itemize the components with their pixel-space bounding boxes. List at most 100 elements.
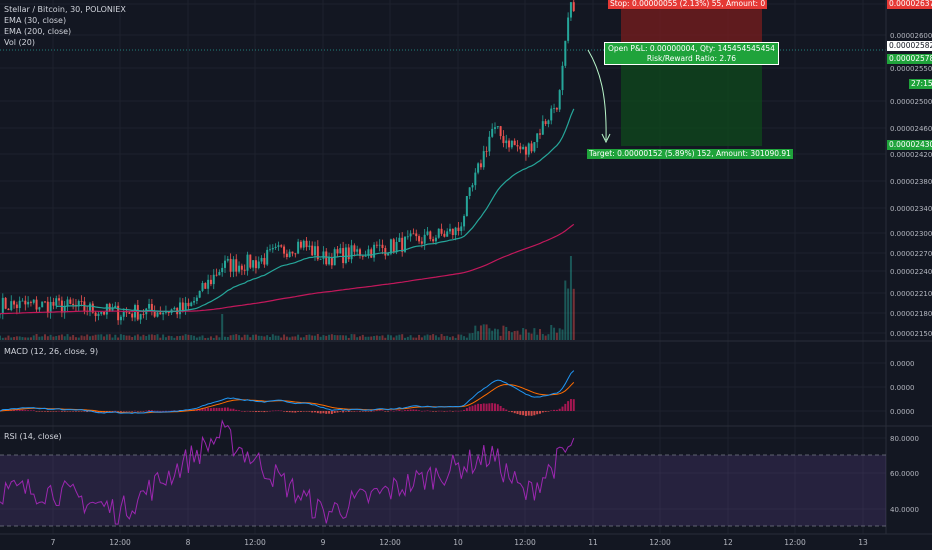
candle-body[interactable] xyxy=(513,140,516,146)
candle-body[interactable] xyxy=(505,140,508,144)
candle-body[interactable] xyxy=(136,305,139,320)
candle-body[interactable] xyxy=(409,233,412,237)
candle-body[interactable] xyxy=(367,249,370,256)
candle-body[interactable] xyxy=(201,283,204,291)
candle-body[interactable] xyxy=(252,260,255,268)
candle-body[interactable] xyxy=(150,303,153,311)
candle-body[interactable] xyxy=(226,258,229,261)
candle-body[interactable] xyxy=(370,249,373,258)
candle-body[interactable] xyxy=(204,283,207,289)
candle-body[interactable] xyxy=(274,246,277,248)
candle-body[interactable] xyxy=(184,302,187,311)
candle-body[interactable] xyxy=(311,245,314,256)
candle-body[interactable] xyxy=(122,311,125,317)
candle-body[interactable] xyxy=(434,237,437,242)
candlesticks[interactable] xyxy=(0,0,575,325)
candle-body[interactable] xyxy=(173,307,176,310)
candle-body[interactable] xyxy=(221,267,224,273)
candle-body[interactable] xyxy=(482,151,485,168)
candle-body[interactable] xyxy=(257,261,260,269)
candle-body[interactable] xyxy=(457,227,460,232)
candle-body[interactable] xyxy=(156,312,159,317)
candle-body[interactable] xyxy=(207,279,210,289)
candle-body[interactable] xyxy=(283,246,286,254)
candle-body[interactable] xyxy=(164,311,167,313)
candle-body[interactable] xyxy=(44,301,46,303)
candle-body[interactable] xyxy=(103,311,106,315)
candle-body[interactable] xyxy=(454,227,457,236)
candle-body[interactable] xyxy=(446,231,449,237)
macd-axis[interactable]: 0.0000 0.0000 0.0000 xyxy=(890,360,915,416)
candle-body[interactable] xyxy=(128,312,131,314)
candle-body[interactable] xyxy=(277,245,280,247)
candle-body[interactable] xyxy=(350,245,353,260)
candle-body[interactable] xyxy=(294,253,297,255)
vol-legend[interactable]: Vol (20) xyxy=(4,38,35,47)
candle-body[interactable] xyxy=(58,298,61,301)
candle-body[interactable] xyxy=(533,142,536,152)
candle-body[interactable] xyxy=(553,108,556,109)
candle-body[interactable] xyxy=(179,302,181,315)
candle-body[interactable] xyxy=(561,65,564,91)
candle-body[interactable] xyxy=(240,265,243,270)
candle-body[interactable] xyxy=(364,255,367,257)
candle-body[interactable] xyxy=(432,239,435,242)
candle-body[interactable] xyxy=(52,301,55,306)
candle-body[interactable] xyxy=(97,313,100,316)
candle-body[interactable] xyxy=(193,301,196,303)
candle-body[interactable] xyxy=(238,265,241,272)
candle-body[interactable] xyxy=(13,301,16,305)
candle-body[interactable] xyxy=(353,245,356,252)
target-zone[interactable] xyxy=(621,50,762,146)
candle-body[interactable] xyxy=(541,121,544,135)
candle-body[interactable] xyxy=(415,233,418,237)
candle-body[interactable] xyxy=(451,228,454,236)
candle-body[interactable] xyxy=(536,133,539,143)
candle-body[interactable] xyxy=(544,121,547,125)
candle-body[interactable] xyxy=(567,17,570,41)
candle-body[interactable] xyxy=(260,257,263,262)
candle-body[interactable] xyxy=(395,241,398,253)
candle-body[interactable] xyxy=(468,187,471,197)
candle-body[interactable] xyxy=(440,228,443,234)
candle-body[interactable] xyxy=(488,136,491,152)
candle-body[interactable] xyxy=(325,251,328,265)
candle-body[interactable] xyxy=(291,251,294,254)
candle-body[interactable] xyxy=(339,248,342,254)
candle-body[interactable] xyxy=(406,236,409,238)
candle-body[interactable] xyxy=(398,237,401,242)
candle-body[interactable] xyxy=(474,172,477,186)
candle-body[interactable] xyxy=(125,311,128,313)
candle-body[interactable] xyxy=(449,228,451,232)
symbol-title[interactable]: Stellar / Bitcoin, 30, POLONIEX xyxy=(4,5,126,14)
candle-body[interactable] xyxy=(167,311,170,313)
candle-body[interactable] xyxy=(384,248,387,256)
candle-body[interactable] xyxy=(41,301,44,308)
candle-body[interactable] xyxy=(246,254,249,271)
candle-body[interactable] xyxy=(119,316,122,321)
candle-body[interactable] xyxy=(195,297,198,302)
candle-body[interactable] xyxy=(190,302,193,307)
candle-body[interactable] xyxy=(437,228,440,238)
candle-body[interactable] xyxy=(305,240,308,248)
candle-body[interactable] xyxy=(38,307,41,310)
candle-body[interactable] xyxy=(4,297,7,309)
candle-body[interactable] xyxy=(516,145,519,147)
candle-body[interactable] xyxy=(460,226,463,232)
candle-body[interactable] xyxy=(375,244,378,246)
candle-body[interactable] xyxy=(297,241,300,254)
candle-body[interactable] xyxy=(187,302,190,307)
ema200-legend[interactable]: EMA (200, close) xyxy=(4,27,72,36)
candle-body[interactable] xyxy=(288,251,291,258)
candle-body[interactable] xyxy=(162,312,165,315)
candle-body[interactable] xyxy=(356,249,359,252)
candle-body[interactable] xyxy=(342,248,345,264)
candle-body[interactable] xyxy=(510,140,513,148)
candle-body[interactable] xyxy=(63,306,66,313)
candle-body[interactable] xyxy=(89,303,91,312)
candle-body[interactable] xyxy=(381,244,384,249)
candle-body[interactable] xyxy=(404,236,406,252)
candle-body[interactable] xyxy=(508,140,511,148)
candle-body[interactable] xyxy=(499,126,502,137)
